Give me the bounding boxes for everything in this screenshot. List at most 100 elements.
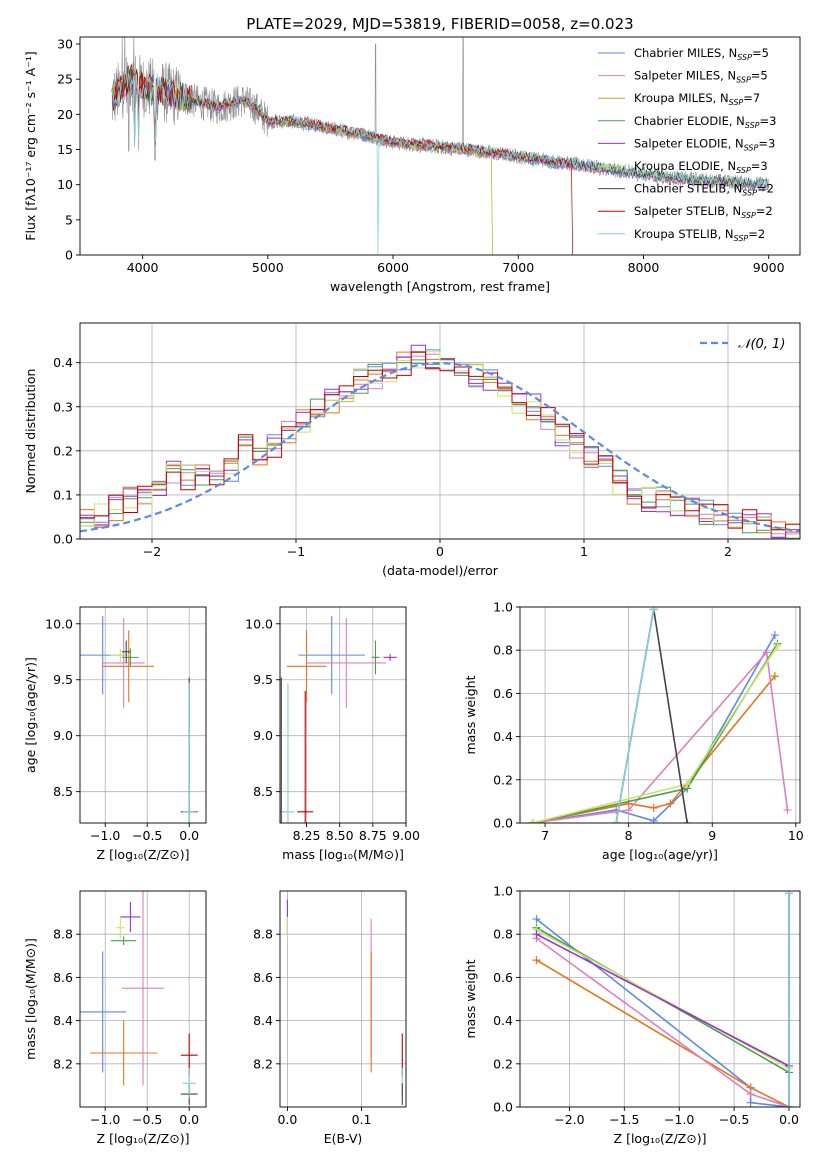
x-tick-label: 0.1 (352, 1112, 372, 1127)
x-axis-label: mass [log₁₀(M/M⊙)] (282, 847, 404, 862)
plot-area (80, 615, 198, 823)
legend-entry: Salpeter MILES, NSSP=5 (634, 69, 768, 85)
x-tick-label: −1 (287, 544, 305, 559)
errorbar-point (122, 648, 139, 667)
legend-value: =7 (743, 91, 760, 105)
x-tick-label: −1.0 (664, 1112, 694, 1127)
x-axis-label: age [log₁₀(age/yr)] (602, 847, 718, 862)
y-tick-label: 0.4 (493, 729, 513, 744)
legend-text: Salpeter STELIB, N (634, 204, 741, 218)
y-tick-label: 1.0 (493, 600, 513, 615)
y-tick-label: 8.6 (253, 970, 273, 985)
weight-marker (532, 930, 541, 939)
weight-marker (746, 1090, 755, 1099)
model-spectrum-line (112, 70, 769, 255)
errorbar-point (110, 648, 131, 662)
plot-area (280, 615, 397, 823)
legend-text: Kroupa ELODIE, N (634, 159, 736, 173)
x-tick-label: 9000 (753, 260, 785, 275)
chart-age-vs-mass: 8.25 8.50 8.75 9.00 8.5 9.0 9.5 10.0 mass [log₁₀… (245, 606, 420, 862)
errorbar-point (371, 640, 380, 675)
x-tick-label: 8000 (628, 260, 660, 275)
weight-marker (746, 1098, 755, 1107)
weight-marker (649, 803, 658, 812)
figure-title: PLATE=2029, MJD=53819, FIBERID=0058, z=0… (246, 15, 633, 33)
weight-marker (683, 780, 692, 789)
chart-mass-vs-z: −1.0 −0.5 0.0 8.2 8.4 8.6 8.8 Z [log₁₀(Z/Z⊙)] ma… (23, 890, 207, 1146)
x-axis-label: Z [log₁₀(Z/Z⊙)] (97, 847, 190, 862)
y-tick-label: 8.8 (53, 927, 73, 942)
y-tick-label: 25 (57, 72, 73, 87)
legend-entry: Salpeter STELIB, NSSP=2 (634, 204, 773, 220)
axes-frame (79, 606, 207, 824)
weight-marker (773, 641, 782, 650)
y-axis-label: mass [log₁₀(M/M⊙)] (23, 938, 38, 1060)
errorbar-point (116, 916, 125, 939)
y-axis-label: mass weight (463, 959, 478, 1038)
x-tick-label: −0.5 (132, 828, 162, 843)
axes-frame (79, 890, 207, 1108)
x-tick-label: 7 (541, 828, 549, 843)
x-axis-label: Z [log₁₀(Z/Z⊙)] (614, 1131, 707, 1146)
weight-marker (624, 806, 633, 815)
y-tick-label: 0 (65, 248, 73, 263)
y-tick-label: 8.8 (253, 927, 273, 942)
y-tick-label: 8.5 (53, 784, 73, 799)
y-axis-label: mass weight (463, 675, 478, 754)
y-tick-label: 8.6 (53, 970, 73, 985)
x-tick-label: −1.0 (90, 828, 120, 843)
x-axis-label: wavelength [Angstrom, rest frame] (330, 279, 550, 294)
y-tick-label: 0.8 (493, 927, 513, 942)
errorbar-point (286, 630, 327, 703)
legend-subscript: SSP (745, 121, 760, 130)
x-tick-label: −2 (143, 544, 161, 559)
legend-subscript: SSP (734, 234, 749, 243)
errorbar-point (182, 683, 196, 823)
x-tick-label: −2.0 (554, 1112, 584, 1127)
legend-value: =2 (756, 204, 773, 218)
legend-text: Chabrier STELIB, N (634, 182, 742, 196)
weight-line (532, 643, 779, 823)
y-tick-label: 30 (57, 37, 73, 52)
errorbar-point (122, 640, 131, 663)
legend-text: Chabrier ELODIE, N (634, 114, 745, 128)
weight-marker (666, 799, 675, 808)
x-axis-label: (data-model)/error (382, 563, 499, 578)
x-tick-label: −1.0 (90, 1112, 120, 1127)
x-tick-label: 0.0 (779, 1112, 799, 1127)
y-tick-label: 9.0 (53, 728, 73, 743)
weight-line (536, 933, 790, 1067)
legend-entry: Kroupa STELIB, NSSP=2 (634, 227, 765, 243)
chart-age-vs-z: −1.0 −0.5 0.0 8.5 9.0 9.5 10.0 Z [log₁₀(Z/Z⊙)] a… (23, 606, 207, 862)
model-spectrum-line (112, 64, 574, 255)
errorbar-point (298, 615, 365, 695)
axes-frame (519, 890, 801, 1108)
legend-subscript: SSP (742, 189, 757, 198)
y-tick-label: 0.2 (493, 1056, 513, 1071)
weight-marker (532, 915, 541, 924)
y-tick-label: 8.2 (253, 1056, 273, 1071)
chart-residuals: 𝒩(0, 1) −2 −1 0 1 2 0.0 0.1 0.2 0.3 0.4 (data-model… (23, 322, 801, 578)
axes-frame (279, 890, 407, 1108)
y-tick-label: 0.0 (493, 816, 513, 831)
weight-marker (528, 819, 537, 823)
errorbar-point (122, 891, 164, 1086)
weight-marker (785, 1103, 794, 1107)
plot-area (286, 899, 403, 1105)
y-tick-label: 15 (57, 142, 73, 157)
legend-value: =5 (751, 69, 768, 83)
weight-marker (783, 806, 792, 815)
legend-entry: Salpeter ELODIE, NSSP=3 (634, 136, 775, 152)
errorbar-point (383, 654, 397, 661)
x-tick-label: 1 (580, 544, 588, 559)
x-axis-label: Z [log₁₀(Z/Z⊙)] (97, 1131, 190, 1146)
weight-marker (649, 816, 658, 823)
legend-value: =2 (748, 227, 765, 241)
x-tick-label: 0 (436, 544, 444, 559)
weight-marker (649, 607, 658, 614)
y-tick-label: 0.2 (493, 772, 513, 787)
legend-value: =3 (760, 114, 777, 128)
weight-line (536, 918, 790, 1107)
legend-entry: Chabrier STELIB, NSSP=2 (634, 182, 774, 198)
